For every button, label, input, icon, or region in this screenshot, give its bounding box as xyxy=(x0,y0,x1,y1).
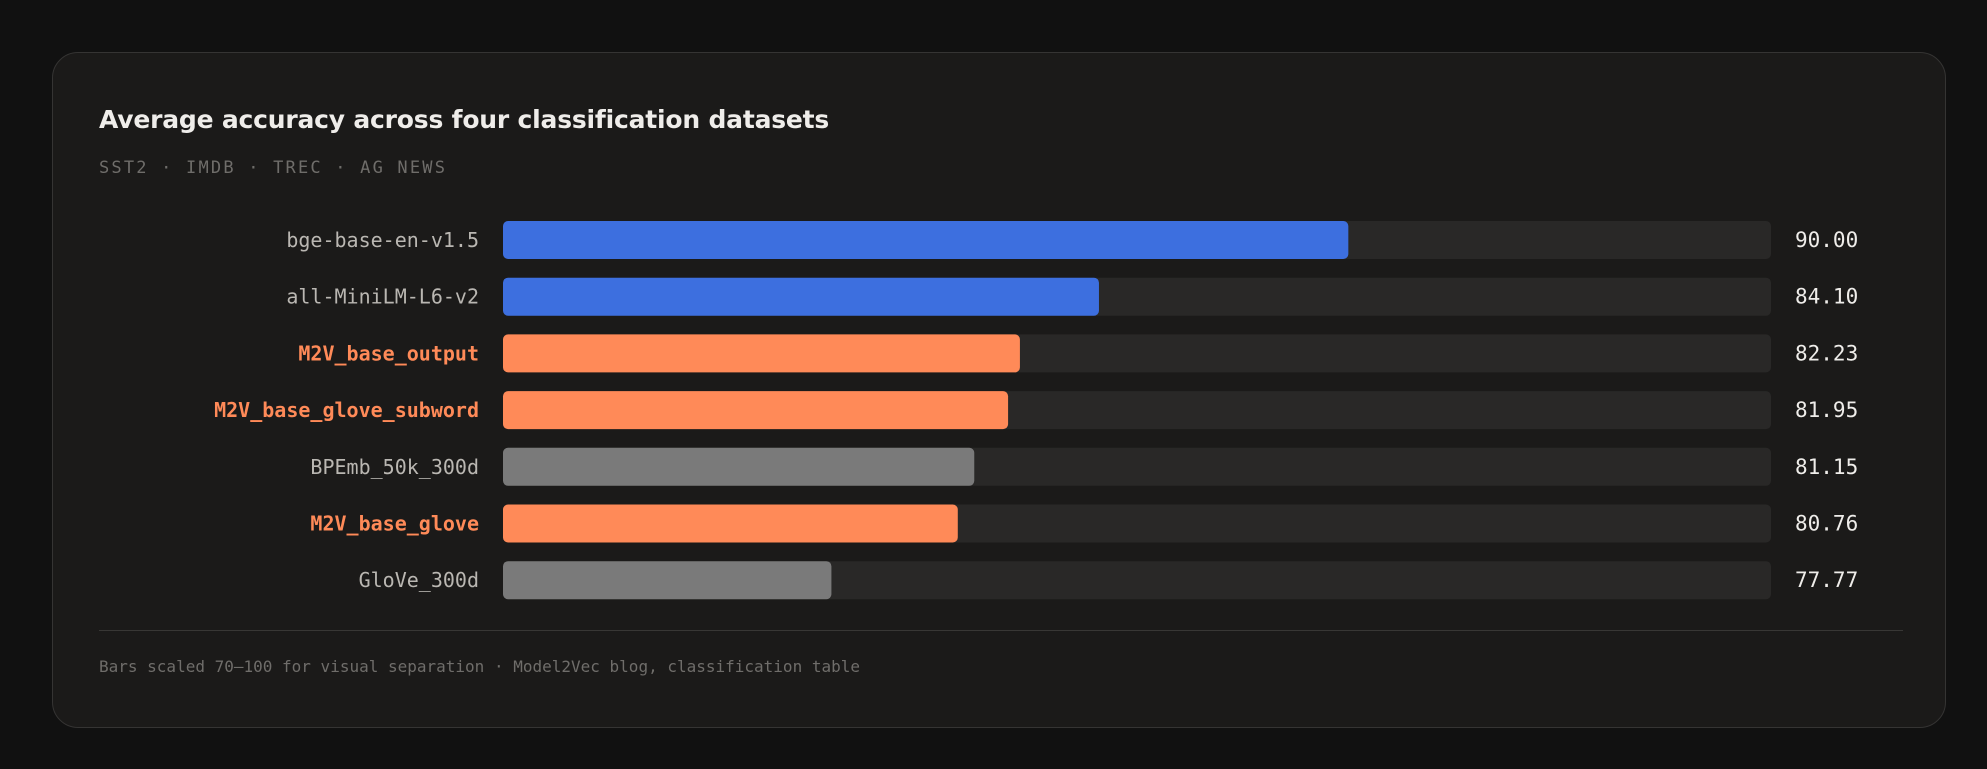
bar-category-label: BPEmb_50k_300d xyxy=(310,455,479,479)
bar xyxy=(503,334,1020,373)
bar-category-label: all-MiniLM-L6-v2 xyxy=(286,285,479,309)
bar-value-label: 84.10 xyxy=(1795,285,1858,309)
chart-title: Average accuracy across four classificat… xyxy=(99,105,830,134)
bar-category-label: bge-base-en-v1.5 xyxy=(286,228,479,252)
bar-category-label: M2V_base_output xyxy=(298,341,479,365)
bar-row: bge-base-en-v1.5 90.00 xyxy=(286,221,1858,259)
bar-row: BPEmb_50k_300d 81.15 xyxy=(310,447,1858,486)
bar xyxy=(503,504,958,543)
bar-value-label: 82.23 xyxy=(1795,341,1858,365)
bar-row: GloVe_300d 77.77 xyxy=(359,561,1858,600)
bar-value-label: 80.76 xyxy=(1795,512,1858,536)
bar-row: M2V_base_glove_subword 81.95 xyxy=(214,391,1858,430)
chart-footnote: Bars scaled 70–100 for visual separation… xyxy=(99,657,860,676)
footer-divider xyxy=(99,630,1903,631)
bar-row: all-MiniLM-L6-v2 84.10 xyxy=(286,277,1858,316)
bar-chart: bge-base-en-v1.5 90.00 all-MiniLM-L6-v2 84.… xyxy=(214,221,1858,600)
bar-category-label: M2V_base_glove_subword xyxy=(214,398,479,422)
bar-value-label: 90.00 xyxy=(1795,228,1858,252)
bar xyxy=(503,447,975,486)
bar-value-label: 81.95 xyxy=(1795,398,1858,422)
bar xyxy=(503,561,832,600)
bar xyxy=(503,391,1009,430)
bar-value-label: 77.77 xyxy=(1795,568,1858,592)
bar-value-label: 81.15 xyxy=(1795,455,1858,479)
bar-row: M2V_base_glove 80.76 xyxy=(310,504,1858,543)
chart-subtitle: SST2 · IMDB · TREC · AG NEWS xyxy=(99,158,448,178)
bar-category-label: M2V_base_glove xyxy=(310,512,479,536)
bar xyxy=(503,221,1349,259)
bar xyxy=(503,277,1099,316)
chart-card: Average accuracy across four classificat… xyxy=(52,52,1946,728)
bar-category-label: GloVe_300d xyxy=(359,568,479,592)
bar-row: M2V_base_output 82.23 xyxy=(298,334,1858,373)
